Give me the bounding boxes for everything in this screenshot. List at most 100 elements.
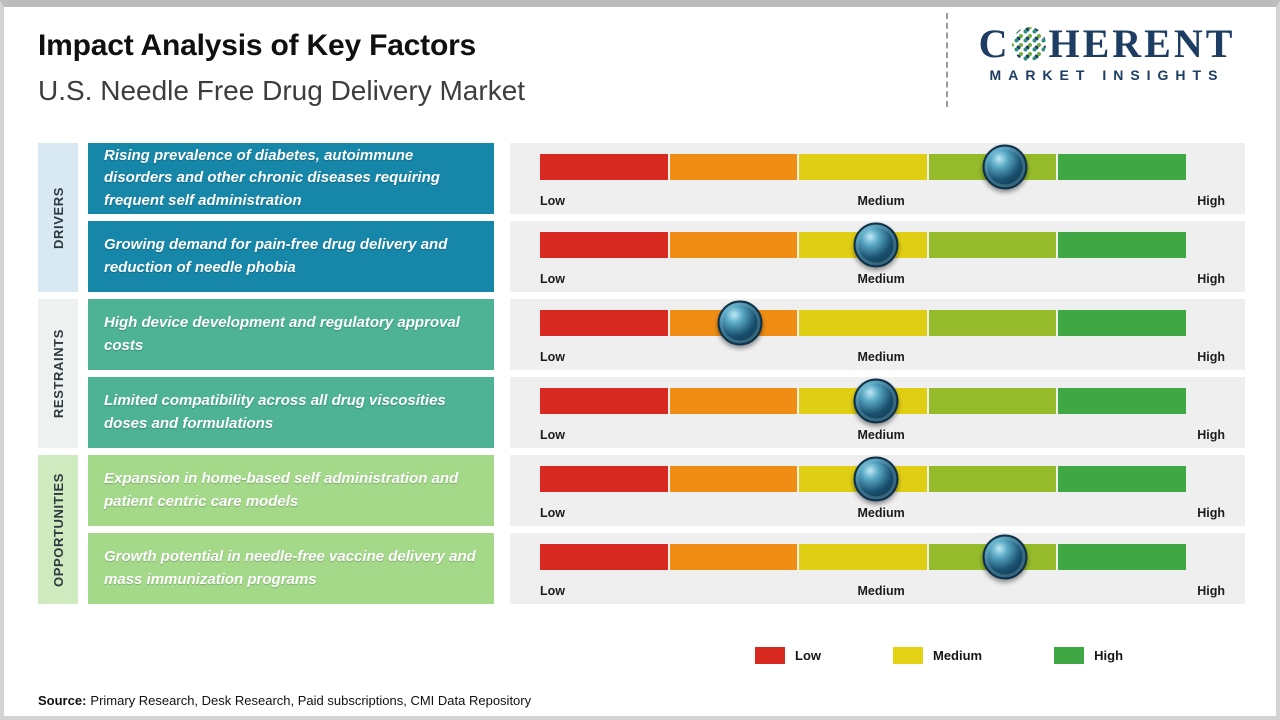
scale-segment-2 xyxy=(669,232,798,258)
scale-labels: Low Medium High xyxy=(540,428,1225,442)
scale-segment-4 xyxy=(928,232,1057,258)
logo-letter-c: C xyxy=(978,21,1011,66)
factor-row: High device development and regulatory a… xyxy=(88,299,1245,370)
scale-label-medium: Medium xyxy=(857,350,905,364)
scale-segment-5 xyxy=(1058,310,1186,336)
factor-text: Expansion in home-based self administrat… xyxy=(88,455,494,526)
logo-wordmark: C HERENT xyxy=(954,23,1260,65)
impact-scale-panel: Low Medium High xyxy=(510,533,1245,604)
category-label-drivers: DRIVERS xyxy=(50,186,66,249)
scale-label-high: High xyxy=(1197,272,1225,286)
scale-label-medium: Medium xyxy=(857,194,905,208)
impact-scale-panel: Low Medium High xyxy=(510,455,1245,526)
legend-label-low: Low xyxy=(795,648,821,663)
scale-label-low: Low xyxy=(540,428,565,442)
scale-label-high: High xyxy=(1197,428,1225,442)
group-opportunities: OPPORTUNITIES Expansion in home-based se… xyxy=(38,455,1245,604)
header-divider xyxy=(946,13,948,107)
scale-label-low: Low xyxy=(540,272,565,286)
impact-scale-bar xyxy=(540,534,1186,580)
factor-text: Rising prevalence of diabetes, autoimmun… xyxy=(88,143,494,214)
logo-tagline: MARKET INSIGHTS xyxy=(989,67,1225,83)
legend-swatch-high xyxy=(1054,647,1085,664)
header: Impact Analysis of Key Factors U.S. Need… xyxy=(38,29,525,107)
scale-labels: Low Medium High xyxy=(540,350,1225,364)
scale-segment-5 xyxy=(1058,544,1186,570)
factor-row: Expansion in home-based self administrat… xyxy=(88,455,1245,526)
factor-row: Growth potential in needle-free vaccine … xyxy=(88,533,1245,604)
page-subtitle: U.S. Needle Free Drug Delivery Market xyxy=(38,75,526,106)
factor-text: Limited compatibility across all drug vi… xyxy=(88,377,494,448)
category-strip-opportunities: OPPORTUNITIES xyxy=(38,455,78,604)
scale-label-medium: Medium xyxy=(857,272,905,286)
scale-segment-3 xyxy=(799,154,927,180)
scale-labels: Low Medium High xyxy=(540,584,1225,598)
impact-scale-panel: Low Medium High xyxy=(510,299,1245,370)
impact-marker-icon xyxy=(853,456,899,502)
scale-label-medium: Medium xyxy=(857,584,905,598)
scale-labels: Low Medium High xyxy=(540,272,1225,286)
group-restraints: RESTRAINTS High device development and r… xyxy=(38,299,1245,448)
category-strip-drivers: DRIVERS xyxy=(38,143,78,292)
scale-segment-1 xyxy=(540,154,668,180)
scale-segment-4 xyxy=(928,466,1057,492)
scale-segment-2 xyxy=(669,466,798,492)
impact-scale-bar xyxy=(540,456,1186,502)
source-text: Primary Research, Desk Research, Paid su… xyxy=(90,693,532,708)
scale-segment-3 xyxy=(799,544,927,570)
impact-analysis-grid: DRIVERS Rising prevalence of diabetes, a… xyxy=(38,143,1245,611)
factor-text: High device development and regulatory a… xyxy=(88,299,494,370)
scale-label-low: Low xyxy=(540,194,565,208)
legend-item-low: Low xyxy=(755,647,821,664)
scale-segment-5 xyxy=(1058,466,1186,492)
source-note: Source: Primary Research, Desk Research, … xyxy=(38,693,531,708)
impact-scale-bar xyxy=(540,300,1186,346)
legend-label-medium: Medium xyxy=(933,648,983,663)
scale-segment-1 xyxy=(540,544,668,570)
scale-segment-3 xyxy=(799,310,927,336)
scale-label-medium: Medium xyxy=(857,428,905,442)
impact-marker-icon xyxy=(853,222,899,268)
logo-globe-icon xyxy=(1012,27,1047,61)
impact-scale-bar xyxy=(540,144,1186,190)
category-label-opportunities: OPPORTUNITIES xyxy=(50,472,66,587)
cmi-logo: C HERENT MARKET INSIGHTS xyxy=(954,23,1260,84)
scale-segment-1 xyxy=(540,388,668,414)
scale-segment-4 xyxy=(928,388,1057,414)
scale-segment-2 xyxy=(669,544,798,570)
scale-segment-5 xyxy=(1058,388,1186,414)
impact-scale-panel: Low Medium High xyxy=(510,221,1245,292)
page-title: Impact Analysis of Key Factors xyxy=(38,29,477,62)
legend-item-high: High xyxy=(1054,647,1123,664)
impact-marker-icon xyxy=(982,534,1028,580)
scale-labels: Low Medium High xyxy=(540,506,1225,520)
scale-segment-2 xyxy=(669,154,798,180)
factor-row: Limited compatibility across all drug vi… xyxy=(88,377,1245,448)
scale-segment-1 xyxy=(540,232,668,258)
scale-segment-2 xyxy=(669,388,798,414)
scale-label-high: High xyxy=(1197,350,1225,364)
scale-label-high: High xyxy=(1197,584,1225,598)
scale-label-medium: Medium xyxy=(857,506,905,520)
category-label-restraints: RESTRAINTS xyxy=(50,328,66,419)
factor-row: Rising prevalence of diabetes, autoimmun… xyxy=(88,143,1245,214)
scale-labels: Low Medium High xyxy=(540,194,1225,208)
impact-scale-panel: Low Medium High xyxy=(510,143,1245,214)
scale-label-high: High xyxy=(1197,194,1225,208)
source-label: Source: xyxy=(38,693,87,708)
scale-label-low: Low xyxy=(540,506,565,520)
scale-segment-5 xyxy=(1058,232,1186,258)
factor-text: Growing demand for pain-free drug delive… xyxy=(88,221,494,292)
impact-scale-bar xyxy=(540,222,1186,268)
category-strip-restraints: RESTRAINTS xyxy=(38,299,78,448)
scale-segment-1 xyxy=(540,310,668,336)
legend: Low Medium High xyxy=(755,647,1123,664)
scale-label-low: Low xyxy=(540,584,565,598)
impact-scale-panel: Low Medium High xyxy=(510,377,1245,448)
impact-marker-icon xyxy=(982,144,1028,190)
legend-swatch-low xyxy=(755,647,785,664)
scale-segment-1 xyxy=(540,466,668,492)
factor-row: Growing demand for pain-free drug delive… xyxy=(88,221,1245,292)
scale-label-high: High xyxy=(1197,506,1225,520)
